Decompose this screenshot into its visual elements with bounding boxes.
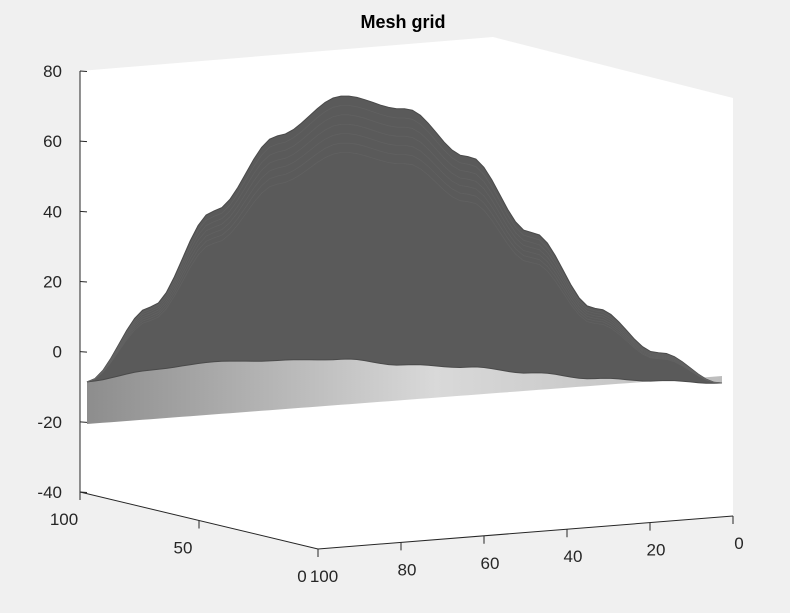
- z-tick-label: 20: [43, 273, 62, 292]
- surface-mesh-line: [86, 142, 723, 384]
- surface-layer: [86, 95, 723, 424]
- z-tick-label: 0: [53, 343, 62, 362]
- surface-mesh-line: [86, 105, 723, 384]
- y-tick-label: 100: [50, 510, 78, 529]
- x-tick-label: 20: [647, 541, 666, 560]
- z-tick-mark: [79, 210, 88, 213]
- z-tick-mark: [79, 70, 88, 72]
- surface-mesh-line: [86, 114, 723, 384]
- z-tick-label: -40: [37, 483, 62, 502]
- z-tick-mark: [79, 421, 88, 423]
- x-tick-label: 100: [310, 567, 338, 586]
- surface-mesh-line: [86, 133, 723, 384]
- z-tick-label: 60: [43, 132, 62, 151]
- x-tick-label: 0: [734, 534, 743, 553]
- surface-underside: [87, 359, 722, 424]
- z-tick-label: -20: [37, 413, 62, 432]
- surface-mesh-line: [86, 152, 723, 384]
- x-tick-label: 80: [398, 560, 417, 579]
- z-tick-label: 40: [43, 202, 62, 221]
- z-tick-label: 80: [43, 62, 62, 81]
- z-tick-mark: [79, 491, 88, 493]
- z-tick-mark: [79, 140, 88, 143]
- x-tick-label: 40: [564, 547, 583, 566]
- x-axis-line: [317, 515, 734, 550]
- chart-title: Mesh grid: [360, 12, 445, 32]
- x-tick-label: 60: [481, 554, 500, 573]
- surface-mesh-line: [86, 123, 723, 384]
- y-tick-label: 0: [297, 567, 306, 586]
- z-tick-mark: [79, 351, 88, 353]
- z-tick-mark: [79, 281, 88, 283]
- y-tick-label: 50: [174, 539, 193, 558]
